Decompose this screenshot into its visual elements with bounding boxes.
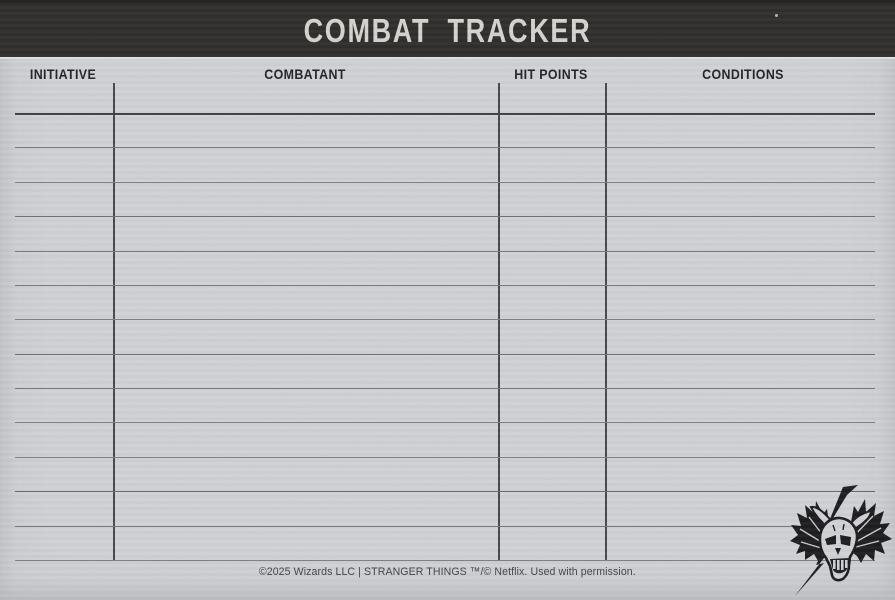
table-row-line [15,491,875,493]
page-title: COMBAT TRACKER [303,12,592,49]
copyright-line: ©2025 Wizards LLC | STRANGER THINGS ™/© … [259,566,636,578]
table-row-line [15,113,875,115]
column-divider-initiative-combatant [113,83,115,560]
table-row-line [15,216,875,218]
table-row-line [15,147,875,149]
column-header-combatant: COMBATANT [264,67,346,82]
dust-speck [775,14,778,17]
table-row-line [15,388,875,390]
table-row-line [15,284,875,286]
column-header-initiative: INITIATIVE [29,67,97,82]
column-header-conditions: CONDITIONS [702,67,784,82]
column-header-hit-points: HIT POINTS [514,67,588,82]
table-row-line [15,250,875,252]
table-row-line [15,353,875,355]
table-row-line [15,181,875,183]
table-row-line [15,560,875,561]
winged-horned-skull-lightning-icon [790,485,892,596]
title-banner: COMBAT TRACKER [0,0,895,59]
table-row-line [15,422,875,424]
column-divider-hit-points-conditions [605,83,607,560]
column-divider-combatant-hit-points [498,83,500,560]
table-row-line [15,525,875,527]
table-row-line [15,456,875,458]
table-row-line [15,319,875,321]
